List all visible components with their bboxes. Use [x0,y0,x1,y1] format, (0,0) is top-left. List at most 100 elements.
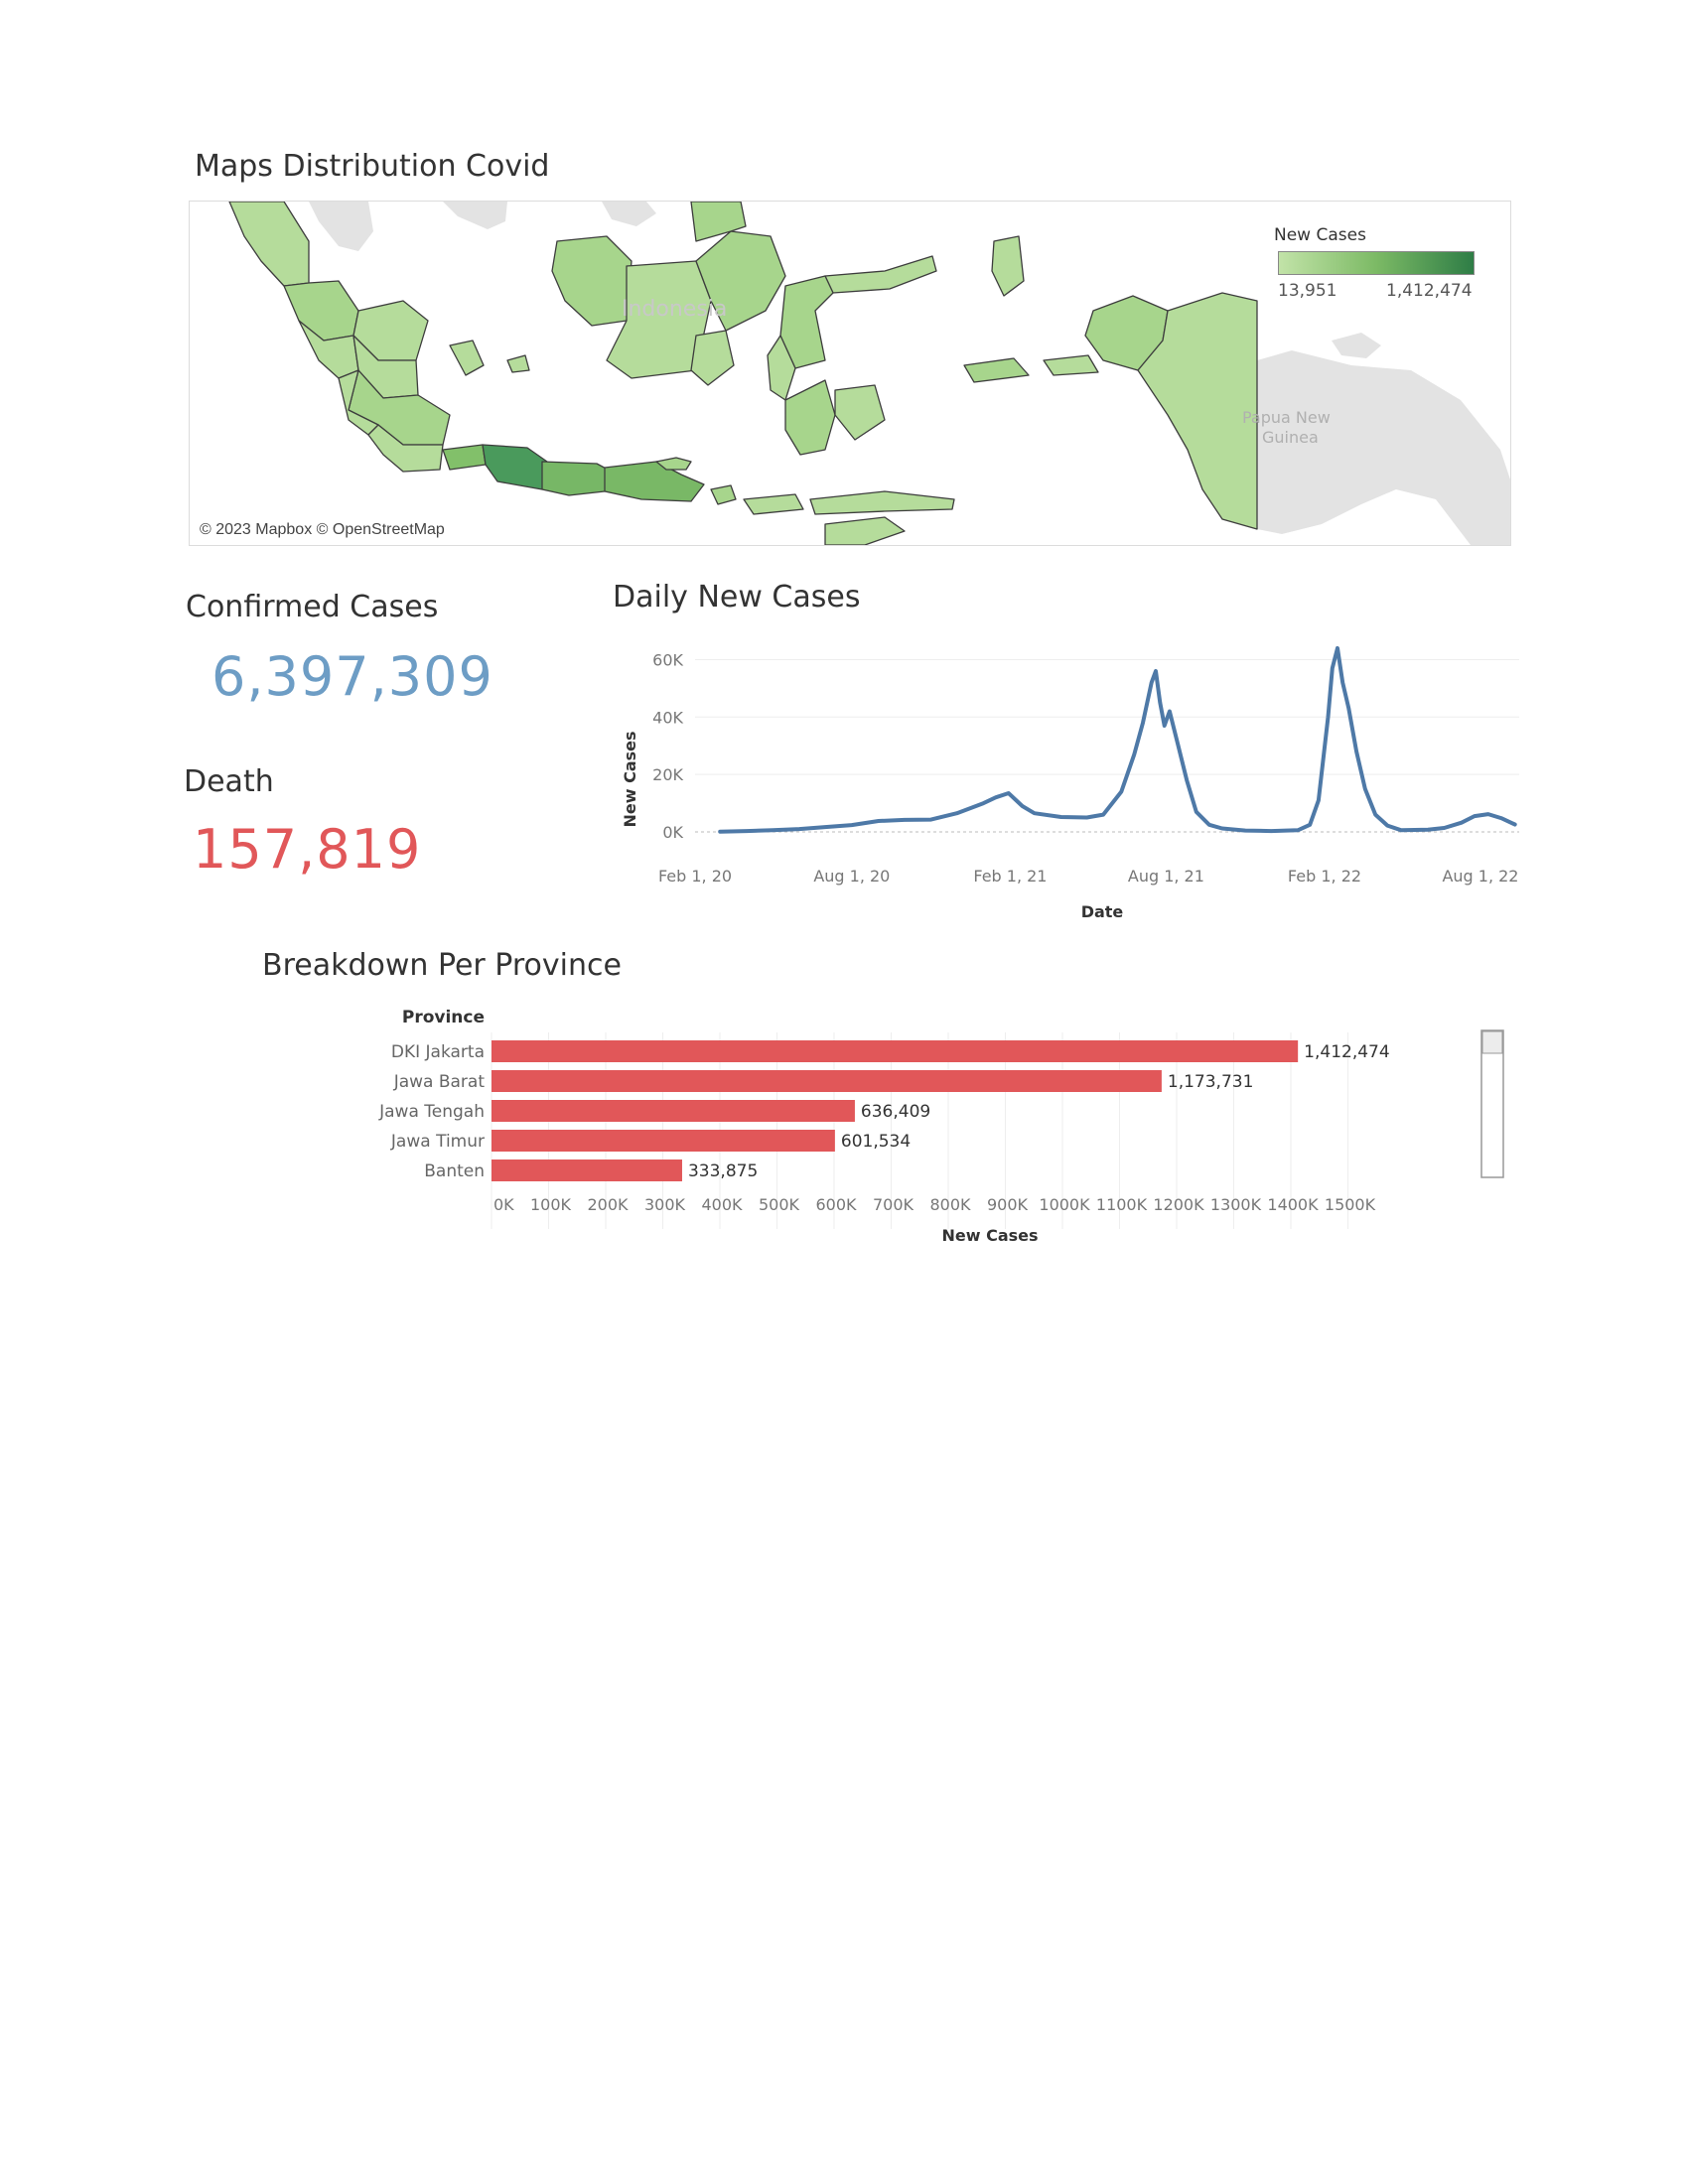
province-sumatera-utara [283,280,359,341]
map-legend-min: 13,951 [1278,281,1337,301]
line-chart-x-tick: Aug 1, 22 [1442,867,1518,886]
bar-chart-x-axis-label: New Cases [941,1226,1038,1245]
confirmed-cases-value: 6,397,309 [211,645,493,708]
line-chart-x-tick: Feb 1, 21 [973,867,1047,886]
line-chart-title: Daily New Cases [613,580,861,614]
line-chart-y-tick: 20K [652,765,683,784]
line-chart-y-tick: 60K [652,650,683,669]
bar-value-label: 601,534 [841,1132,911,1152]
province-banten [442,444,487,471]
death-value: 157,819 [193,818,422,881]
province-ntt-islands [824,516,906,545]
bar-jawa-tengah[interactable] [492,1100,855,1122]
province-aceh [228,202,310,287]
line-chart-grid [695,658,1519,833]
map-attribution[interactable]: © 2023 Mapbox © OpenStreetMap [200,521,445,539]
line-chart-x-ticks: Feb 1, 20 Aug 1, 20 Feb 1, 21 Aug 1, 21 Feb … [658,867,1519,886]
bar-chart-x-tick: 800K [929,1195,971,1214]
line-chart-y-tick: 0K [662,823,683,842]
bar-chart-x-tick: 400K [701,1195,743,1214]
bar-chart-category-label: Jawa Tengah [378,1102,485,1122]
province-maluku [963,357,1030,383]
line-chart-x-axis-label: Date [1081,902,1124,921]
line-chart-x-tick: Aug 1, 20 [813,867,890,886]
line-chart-x-tick: Feb 1, 22 [1288,867,1361,886]
bar-chart-x-tick: 500K [759,1195,800,1214]
bar-chart-x-tick: 1400K [1267,1195,1319,1214]
bar-jawa-barat[interactable] [492,1070,1162,1092]
line-chart-y-tick: 40K [652,708,683,727]
bar-chart-x-tick: 0K [493,1195,514,1214]
province-jawa-timur [604,461,705,502]
bar-dki-jakarta[interactable] [492,1040,1299,1062]
province-kalsel [690,330,735,386]
confirmed-cases-label: Confirmed Cases [186,590,439,624]
province-kalbar [551,235,633,327]
line-chart-y-axis-label: New Cases [621,731,639,827]
province-kaltara [690,202,747,242]
bar-chart-x-tick: 600K [815,1195,857,1214]
bar-chart-x-tick: 700K [873,1195,914,1214]
bar-value-label: 333,875 [688,1161,758,1181]
indonesia-provinces [228,202,1258,545]
map-legend-gradient [1278,251,1475,275]
bar-chart-x-ticks: 0K 100K 200K 300K 400K 500K 600K 700K 800K 900K 10… [493,1195,1376,1214]
bar-chart-bars: DKI Jakarta 1,412,474 Jawa Barat 1,173,731 J… [378,1040,1390,1181]
bar-chart-x-tick: 900K [987,1195,1029,1214]
province-jawa-barat [482,444,548,490]
bar-jawa-timur[interactable] [492,1130,835,1152]
line-chart-x-tick: Feb 1, 20 [658,867,732,886]
province-lampung [367,424,444,473]
province-sulsel [784,379,836,456]
province-papua [1137,292,1258,530]
bar-chart-x-tick: 1000K [1039,1195,1090,1214]
province-ntb [743,493,804,515]
map-title: Maps Distribution Covid [195,149,550,184]
bar-banten[interactable] [492,1160,682,1181]
map-legend-title: New Cases [1274,225,1366,245]
bar-chart-x-tick: 1100K [1096,1195,1148,1214]
bar-chart-category-label: DKI Jakarta [391,1042,485,1062]
bar-chart-category-label: Jawa Timur [390,1132,485,1152]
bar-chart-x-tick: 300K [644,1195,686,1214]
bar-chart-scrollbar[interactable] [1480,1029,1504,1178]
neighbor-label-1: Papua New [1242,408,1331,427]
bar-chart-x-tick: 100K [530,1195,572,1214]
bar-value-label: 636,409 [861,1102,930,1122]
bar-chart-category-label: Jawa Barat [393,1072,486,1092]
bar-chart-x-tick: 1200K [1153,1195,1204,1214]
province-ntt [809,490,955,515]
bar-chart-title: Breakdown Per Province [262,948,622,983]
daily-new-cases-chart[interactable]: 0K 20K 40K 60K Feb 1, 20 Aug 1, 20 Feb 1, 21 A… [606,625,1519,943]
province-sultra [834,384,886,441]
bar-chart-y-axis-label: Province [402,1008,485,1027]
province-sulbar [767,335,796,401]
neighbor-label-2: Guinea [1262,428,1319,447]
province-kaltim [695,230,786,332]
province-jawa-tengah [541,461,613,496]
neighbor-land [309,202,1510,545]
death-label: Death [184,764,274,799]
line-chart-y-ticks: 0K 20K 40K 60K [652,650,683,842]
indonesia-map[interactable]: Indonesia Papua New Guinea New Cases 13,… [189,201,1511,546]
province-malut [991,235,1025,297]
province-bali [710,484,737,505]
line-chart-x-tick: Aug 1, 21 [1128,867,1204,886]
province-sulut [824,255,937,294]
line-chart-series-new-cases [718,645,1517,834]
breakdown-per-province-chart[interactable]: Province DKI Jakarta 1,412,474 Jawa Barat 1… [357,993,1519,1261]
bar-chart-x-tick: 1500K [1325,1195,1376,1214]
bar-chart-x-tick: 200K [587,1195,629,1214]
bar-chart-x-tick: 1300K [1210,1195,1262,1214]
province-bangka [449,340,485,376]
province-madura [655,457,692,471]
map-legend-max: 1,412,474 [1386,281,1473,301]
bar-value-label: 1,173,731 [1168,1072,1254,1092]
country-label: Indonesia [622,297,727,322]
bar-chart-category-label: Banten [424,1161,485,1181]
bar-value-label: 1,412,474 [1304,1042,1390,1062]
map-canvas: Indonesia Papua New Guinea [228,202,1510,545]
province-maluku-2 [1043,354,1099,376]
province-kepri [506,354,530,373]
scrollbar-thumb[interactable] [1481,1030,1503,1054]
